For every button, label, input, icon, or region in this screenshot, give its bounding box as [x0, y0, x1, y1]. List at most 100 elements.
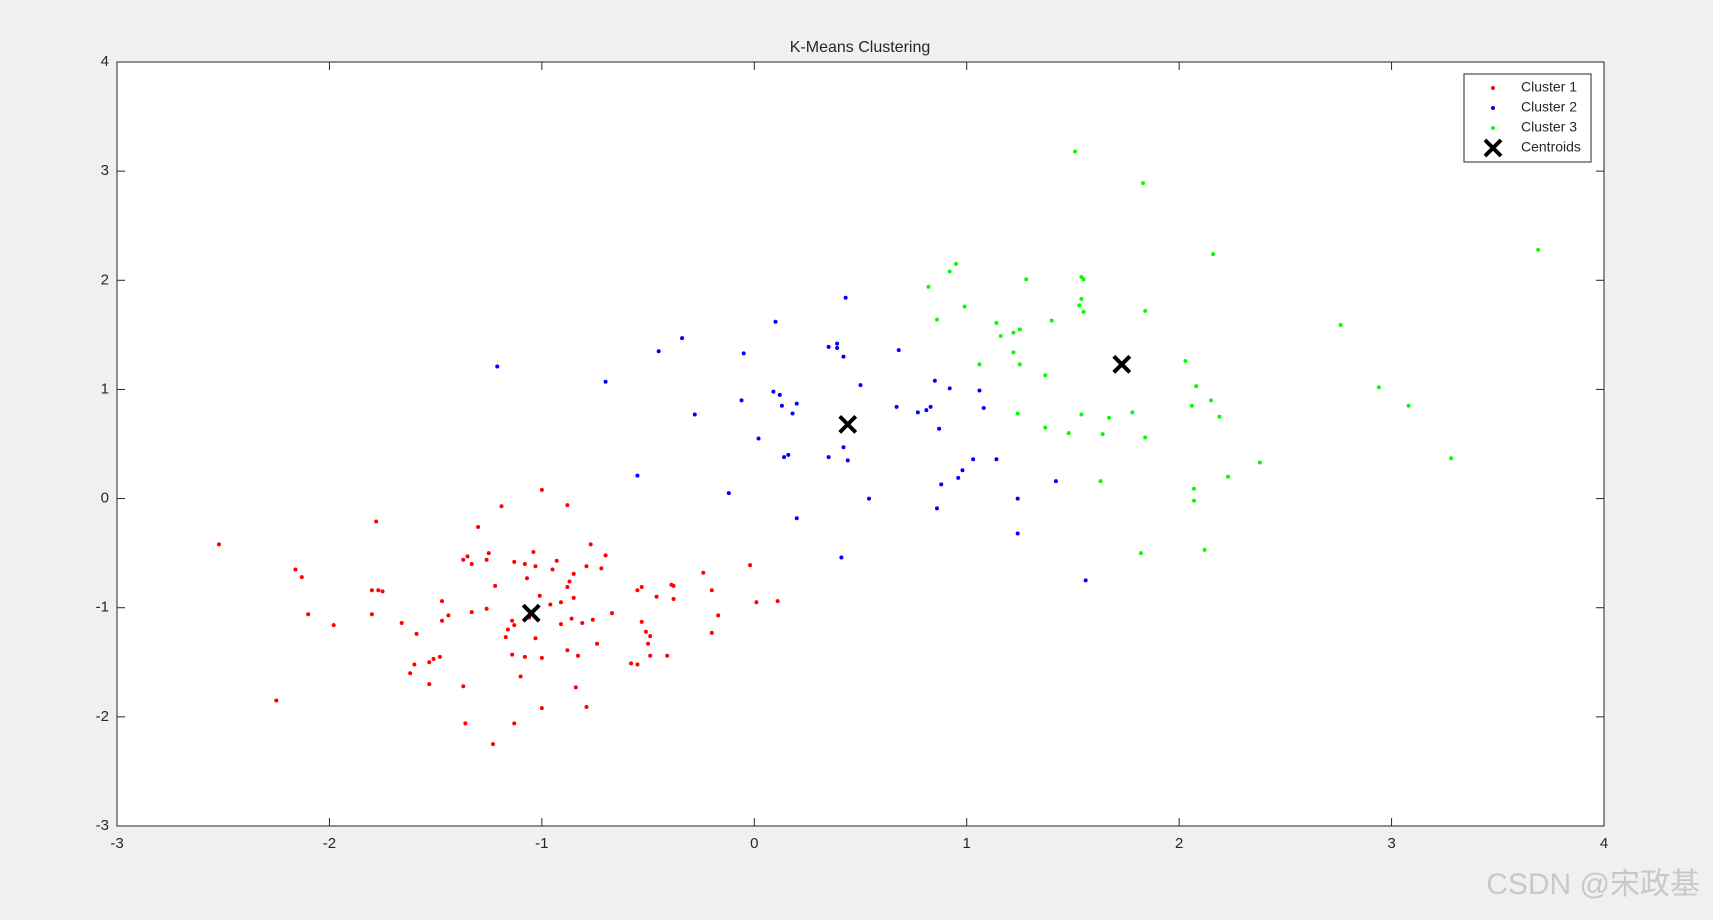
point — [748, 563, 753, 568]
point — [469, 610, 474, 615]
point — [558, 600, 563, 605]
point — [1079, 412, 1084, 417]
point — [461, 557, 466, 562]
point — [588, 542, 593, 547]
point — [998, 333, 1003, 338]
point — [1015, 496, 1020, 501]
point — [775, 599, 780, 604]
point — [896, 348, 901, 353]
point — [469, 562, 474, 567]
point — [331, 623, 336, 628]
point — [522, 562, 527, 567]
point — [609, 611, 614, 616]
point — [512, 623, 517, 628]
point — [584, 564, 589, 569]
point — [928, 404, 933, 409]
centroid — [1112, 354, 1132, 374]
legend-marker — [1483, 138, 1503, 158]
point — [603, 379, 608, 384]
point — [1081, 309, 1086, 314]
point — [701, 570, 706, 575]
point — [1081, 277, 1086, 282]
y-tick-label: 0 — [101, 490, 109, 507]
point — [1043, 425, 1048, 430]
point — [306, 612, 311, 617]
point — [490, 742, 495, 747]
point — [671, 596, 676, 601]
point — [939, 482, 944, 487]
point — [1449, 456, 1454, 461]
point — [505, 627, 510, 632]
point — [512, 559, 517, 564]
point — [414, 631, 419, 636]
point — [648, 653, 653, 658]
point — [571, 571, 576, 576]
x-tick-label: 2 — [1175, 835, 1183, 852]
point — [643, 629, 648, 634]
point — [994, 320, 999, 325]
point — [671, 583, 676, 588]
point — [635, 588, 640, 593]
point — [858, 383, 863, 388]
point — [603, 553, 608, 558]
point — [573, 685, 578, 690]
point — [1183, 359, 1188, 364]
point — [1024, 277, 1029, 282]
plot-area — [116, 61, 1605, 827]
point — [548, 602, 553, 607]
legend-label: Cluster 2 — [1521, 99, 1577, 115]
y-tick-label: 4 — [101, 53, 109, 70]
point — [427, 682, 432, 687]
point — [962, 304, 967, 309]
point — [465, 554, 470, 559]
point — [565, 648, 570, 653]
point — [977, 362, 982, 367]
point — [1406, 403, 1411, 408]
point — [894, 404, 899, 409]
x-tick-label: 0 — [750, 835, 758, 852]
point — [1143, 435, 1148, 440]
point — [835, 341, 840, 346]
point — [461, 684, 466, 689]
point — [709, 630, 714, 635]
point — [476, 524, 481, 529]
point — [934, 506, 939, 511]
point — [680, 336, 685, 341]
point — [1011, 330, 1016, 335]
point — [741, 351, 746, 356]
point — [1107, 415, 1112, 420]
point — [934, 317, 939, 322]
point — [440, 618, 445, 623]
point — [533, 564, 538, 569]
point — [924, 408, 929, 413]
point — [648, 634, 653, 639]
point — [654, 594, 659, 599]
point — [1098, 479, 1103, 484]
y-tick-label: 2 — [101, 271, 109, 288]
x-tick-label: 1 — [963, 835, 971, 852]
point — [431, 657, 436, 662]
point — [1138, 551, 1143, 556]
point — [1130, 410, 1135, 415]
point — [1077, 303, 1082, 308]
point — [960, 468, 965, 473]
point — [726, 491, 731, 496]
legend-label: Centroids — [1521, 139, 1581, 155]
point — [981, 405, 986, 410]
point — [971, 457, 976, 462]
point — [463, 721, 468, 726]
point — [826, 455, 831, 460]
point — [537, 593, 542, 598]
x-tick-label: -1 — [535, 835, 548, 852]
point — [399, 620, 404, 625]
point — [412, 662, 417, 667]
point — [1192, 498, 1197, 503]
point — [977, 388, 982, 393]
point — [558, 622, 563, 627]
point — [932, 378, 937, 383]
point — [437, 654, 442, 659]
point — [1043, 373, 1048, 378]
point — [550, 567, 555, 572]
point — [486, 551, 491, 556]
point — [779, 403, 784, 408]
